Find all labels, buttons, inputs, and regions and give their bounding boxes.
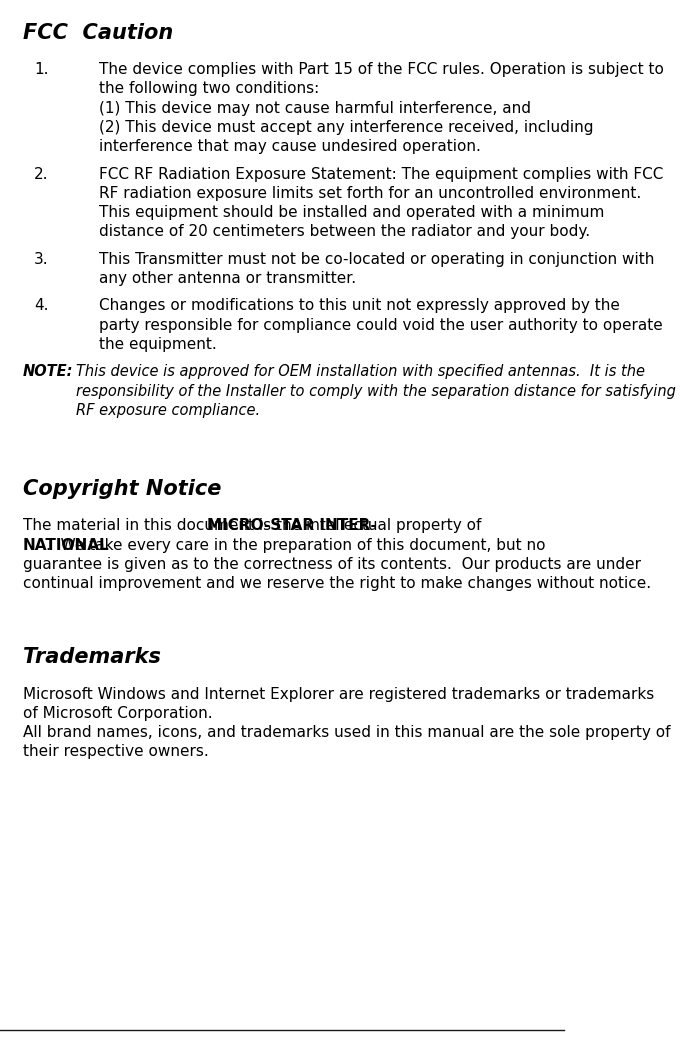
Text: Changes or modifications to this unit not expressly approved by the: Changes or modifications to this unit no… bbox=[99, 298, 620, 313]
Text: continual improvement and we reserve the right to make changes without notice.: continual improvement and we reserve the… bbox=[22, 576, 651, 591]
Text: FCC  Caution: FCC Caution bbox=[22, 23, 173, 43]
Text: (2) This device must accept any interference received, including: (2) This device must accept any interfer… bbox=[99, 119, 593, 135]
Text: 4.: 4. bbox=[34, 298, 48, 313]
Text: Copyright Notice: Copyright Notice bbox=[22, 479, 221, 499]
Text: MICRO-STAR INTER-: MICRO-STAR INTER- bbox=[207, 518, 377, 534]
Text: The material in this document is the intellectual property of: The material in this document is the int… bbox=[22, 518, 486, 534]
Text: NOTE:: NOTE: bbox=[22, 364, 73, 379]
Text: their respective owners.: their respective owners. bbox=[22, 744, 208, 759]
Text: any other antenna or transmitter.: any other antenna or transmitter. bbox=[99, 271, 356, 285]
Text: guarantee is given as to the correctness of its contents.  Our products are unde: guarantee is given as to the correctness… bbox=[22, 556, 641, 572]
Text: distance of 20 centimeters between the radiator and your body.: distance of 20 centimeters between the r… bbox=[99, 224, 590, 239]
Text: party responsible for compliance could void the user authority to operate: party responsible for compliance could v… bbox=[99, 318, 663, 332]
Text: The device complies with Part 15 of the FCC rules. Operation is subject to: The device complies with Part 15 of the … bbox=[99, 62, 664, 77]
Text: the equipment.: the equipment. bbox=[99, 336, 217, 352]
Text: RF radiation exposure limits set forth for an uncontrolled environment.: RF radiation exposure limits set forth f… bbox=[99, 186, 641, 200]
Text: RF exposure compliance.: RF exposure compliance. bbox=[76, 403, 260, 417]
Text: 3.: 3. bbox=[34, 251, 49, 267]
Text: of Microsoft Corporation.: of Microsoft Corporation. bbox=[22, 706, 212, 720]
Text: .  We take every care in the preparation of this document, but no: . We take every care in the preparation … bbox=[47, 538, 546, 552]
Text: All brand names, icons, and trademarks used in this manual are the sole property: All brand names, icons, and trademarks u… bbox=[22, 725, 670, 740]
Text: interference that may cause undesired operation.: interference that may cause undesired op… bbox=[99, 139, 481, 154]
Text: Microsoft Windows and Internet Explorer are registered trademarks or trademarks: Microsoft Windows and Internet Explorer … bbox=[22, 686, 654, 702]
Text: Trademarks: Trademarks bbox=[22, 647, 160, 667]
Text: 1.: 1. bbox=[34, 62, 48, 77]
Text: responsibility of the Installer to comply with the separation distance for satis: responsibility of the Installer to compl… bbox=[76, 383, 676, 399]
Text: (1) This device may not cause harmful interference, and: (1) This device may not cause harmful in… bbox=[99, 101, 531, 115]
Text: This equipment should be installed and operated with a minimum: This equipment should be installed and o… bbox=[99, 204, 604, 220]
Text: NATIONAL: NATIONAL bbox=[22, 538, 109, 552]
Text: the following two conditions:: the following two conditions: bbox=[99, 82, 319, 97]
Text: FCC RF Radiation Exposure Statement: The equipment complies with FCC: FCC RF Radiation Exposure Statement: The… bbox=[99, 166, 663, 182]
Text: 2.: 2. bbox=[34, 166, 48, 182]
Text: This Transmitter must not be co-located or operating in conjunction with: This Transmitter must not be co-located … bbox=[99, 251, 654, 267]
Text: This device is approved for OEM installation with specified antennas.  It is the: This device is approved for OEM installa… bbox=[76, 364, 645, 379]
